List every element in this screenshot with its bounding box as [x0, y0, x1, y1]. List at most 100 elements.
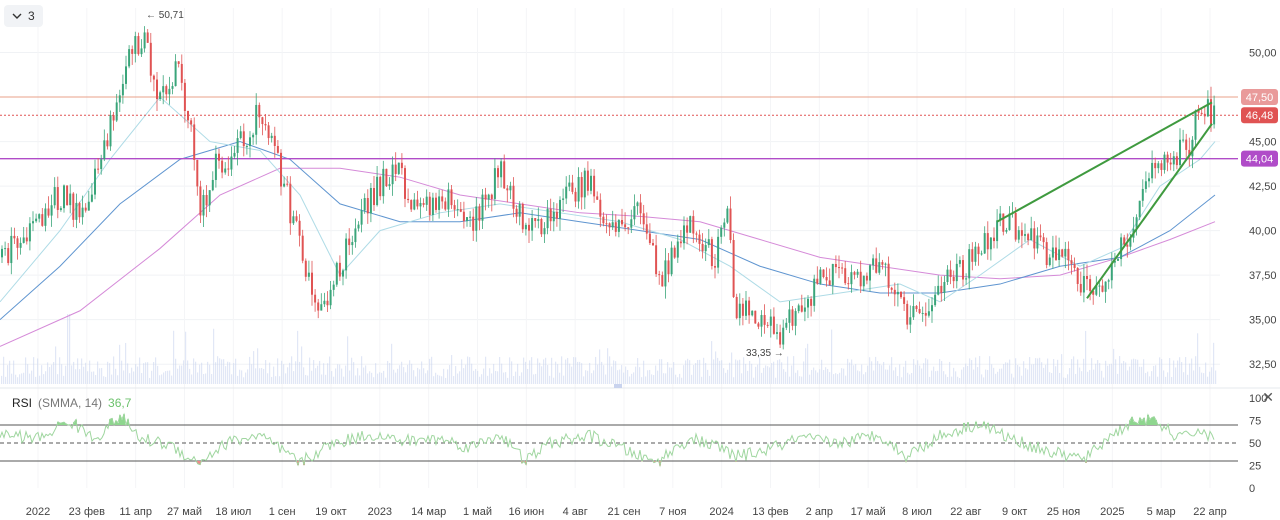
volume-bar	[695, 363, 697, 384]
volume-bar	[697, 360, 699, 384]
volume-bar	[819, 369, 821, 384]
volume-bar	[1101, 370, 1103, 384]
candle-body	[326, 300, 329, 306]
volume-bar	[477, 370, 479, 384]
volume-bar	[559, 372, 561, 384]
candle-body	[245, 146, 248, 148]
candle-body	[782, 327, 785, 345]
volume-bar	[377, 373, 379, 384]
volume-bar	[419, 369, 421, 384]
candle-body	[844, 268, 847, 284]
volume-bar	[73, 361, 75, 384]
candle-body	[779, 332, 782, 345]
rsi-value: 36,7	[108, 396, 132, 410]
candle-body	[1002, 213, 1005, 232]
volume-bar	[941, 360, 943, 384]
volume-bar	[319, 360, 321, 384]
time-tick-label: 17 май	[851, 506, 886, 518]
volume-bar	[487, 375, 489, 384]
candle-body	[1017, 230, 1020, 240]
volume-bar	[205, 373, 207, 384]
volume-bar	[787, 356, 789, 384]
candle-body	[56, 187, 59, 210]
volume-bar	[287, 367, 289, 384]
candle-body	[1191, 139, 1194, 157]
volume-bar	[1145, 372, 1147, 384]
candle-body	[785, 322, 788, 328]
volume-bar	[299, 361, 301, 384]
volume-bar	[669, 367, 671, 384]
volume-bar	[801, 376, 803, 384]
volume-bar	[481, 374, 483, 384]
volume-bar	[391, 343, 393, 384]
collapse-indicators-button[interactable]: 3	[4, 5, 43, 27]
volume-bar	[255, 368, 257, 384]
volume-bar	[1171, 377, 1173, 384]
candle-body	[1045, 242, 1048, 266]
candle-body	[444, 201, 447, 210]
volume-bar	[157, 365, 159, 384]
candle-body	[515, 208, 518, 217]
candle-body	[314, 294, 317, 303]
candle-body	[348, 238, 351, 246]
close-icon[interactable]: ✕	[1262, 389, 1274, 405]
candle-body	[642, 213, 645, 225]
volume-bar	[433, 376, 435, 384]
volume-bar	[827, 368, 829, 384]
volume-bar	[633, 372, 635, 384]
volume-bar	[95, 374, 97, 384]
volume-bar	[933, 366, 935, 384]
candle-body	[828, 280, 831, 286]
candle-body	[177, 61, 180, 64]
volume-bar	[867, 365, 869, 384]
volume-bar	[33, 357, 35, 384]
volume-bar	[713, 359, 715, 384]
volume-bar	[13, 360, 15, 384]
candle-body	[500, 161, 503, 178]
volume-bar	[1099, 363, 1101, 384]
candle-body	[1135, 217, 1138, 229]
volume-bar	[41, 365, 43, 384]
volume-bar	[61, 364, 63, 384]
volume-bar	[509, 357, 511, 384]
volume-bar	[125, 342, 127, 384]
candle-body	[59, 208, 62, 210]
candle-body	[317, 302, 320, 311]
candle-body	[121, 83, 124, 96]
candle-body	[487, 194, 490, 200]
candle-body	[822, 269, 825, 278]
volume-bar	[229, 362, 231, 384]
horizontal-levels[interactable]	[0, 96, 1238, 160]
volume-bar	[297, 330, 299, 384]
volume-bar	[347, 336, 349, 384]
volume-bar	[863, 374, 865, 384]
candle-body	[503, 161, 506, 189]
candle-body	[590, 175, 592, 191]
candle-body	[329, 289, 332, 306]
candle-body	[676, 241, 679, 258]
candle-body	[1089, 279, 1092, 291]
volume-bar	[997, 371, 999, 384]
volume-bar	[475, 368, 477, 384]
price-tick-label: 42,50	[1249, 181, 1277, 193]
candle-body	[221, 160, 224, 173]
trend-lines[interactable]	[996, 101, 1213, 299]
candle-body	[977, 246, 980, 255]
volume-bar	[427, 370, 429, 384]
volume-bar	[761, 372, 763, 384]
volume-bar	[453, 376, 455, 384]
candle-body	[379, 176, 382, 197]
candle-body	[1082, 275, 1085, 293]
volume-bar	[965, 363, 967, 384]
volume-bar	[701, 376, 703, 384]
candle-body	[800, 305, 803, 312]
candle-body	[335, 262, 338, 285]
volume-bar	[1119, 356, 1121, 384]
price-tag	[1241, 89, 1278, 106]
volume-bar	[927, 359, 929, 384]
candle-body	[292, 216, 295, 224]
candle-body	[180, 63, 183, 83]
volume-bar	[129, 373, 131, 384]
volume-bar	[153, 361, 155, 384]
